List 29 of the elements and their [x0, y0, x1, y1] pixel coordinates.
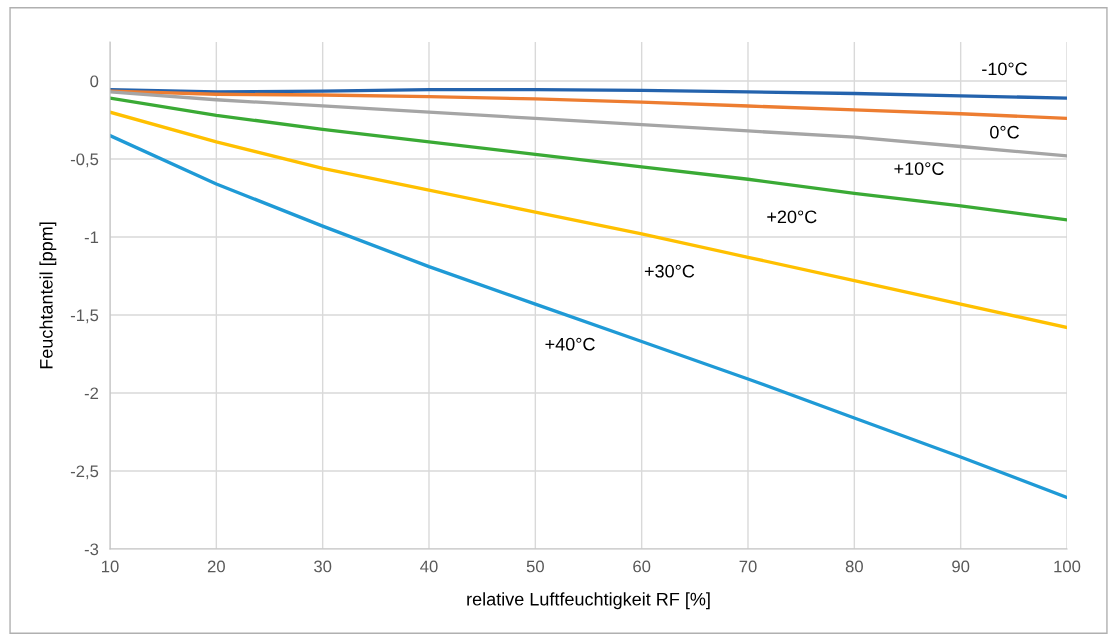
series-label: +30°C: [644, 264, 695, 278]
series-label: +40°C: [545, 337, 595, 351]
line-series: [110, 90, 1067, 158]
x-tick-label: 60: [633, 560, 651, 573]
x-tick-label: 70: [739, 560, 757, 573]
y-tick-label: -0,5: [70, 153, 99, 168]
x-tick-label: 30: [314, 560, 332, 573]
line-series: [110, 110, 1067, 330]
y-tick-label: -2: [84, 387, 99, 400]
x-tick-label: 20: [207, 560, 225, 573]
x-tick-label: 50: [526, 560, 544, 573]
x-tick-label: 80: [845, 560, 863, 573]
x-tick-label: 40: [420, 560, 438, 573]
x-tick-label: 100: [1054, 560, 1081, 573]
y-tick-label: -3: [84, 543, 99, 556]
y-axis-title: Feuchtanteil [ppm]: [39, 222, 57, 369]
x-tick-label: 10: [102, 560, 119, 573]
y-tick-label: -1: [84, 231, 99, 244]
x-axis-title: relative Luftfeuchtigkeit RF [%]: [467, 592, 710, 610]
line-series: [110, 96, 1067, 222]
series-label: 0°C: [990, 125, 1019, 139]
x-tick-label: 90: [952, 560, 970, 573]
y-tick-label: -2,5: [70, 465, 99, 480]
y-tick-label: 0: [90, 75, 99, 88]
series-label: -10°C: [982, 62, 1027, 76]
line-series: [110, 87, 1067, 100]
series-label: +20°C: [767, 210, 817, 224]
y-tick-label: -1,5: [70, 309, 99, 324]
series-label: +10°C: [894, 162, 944, 175]
